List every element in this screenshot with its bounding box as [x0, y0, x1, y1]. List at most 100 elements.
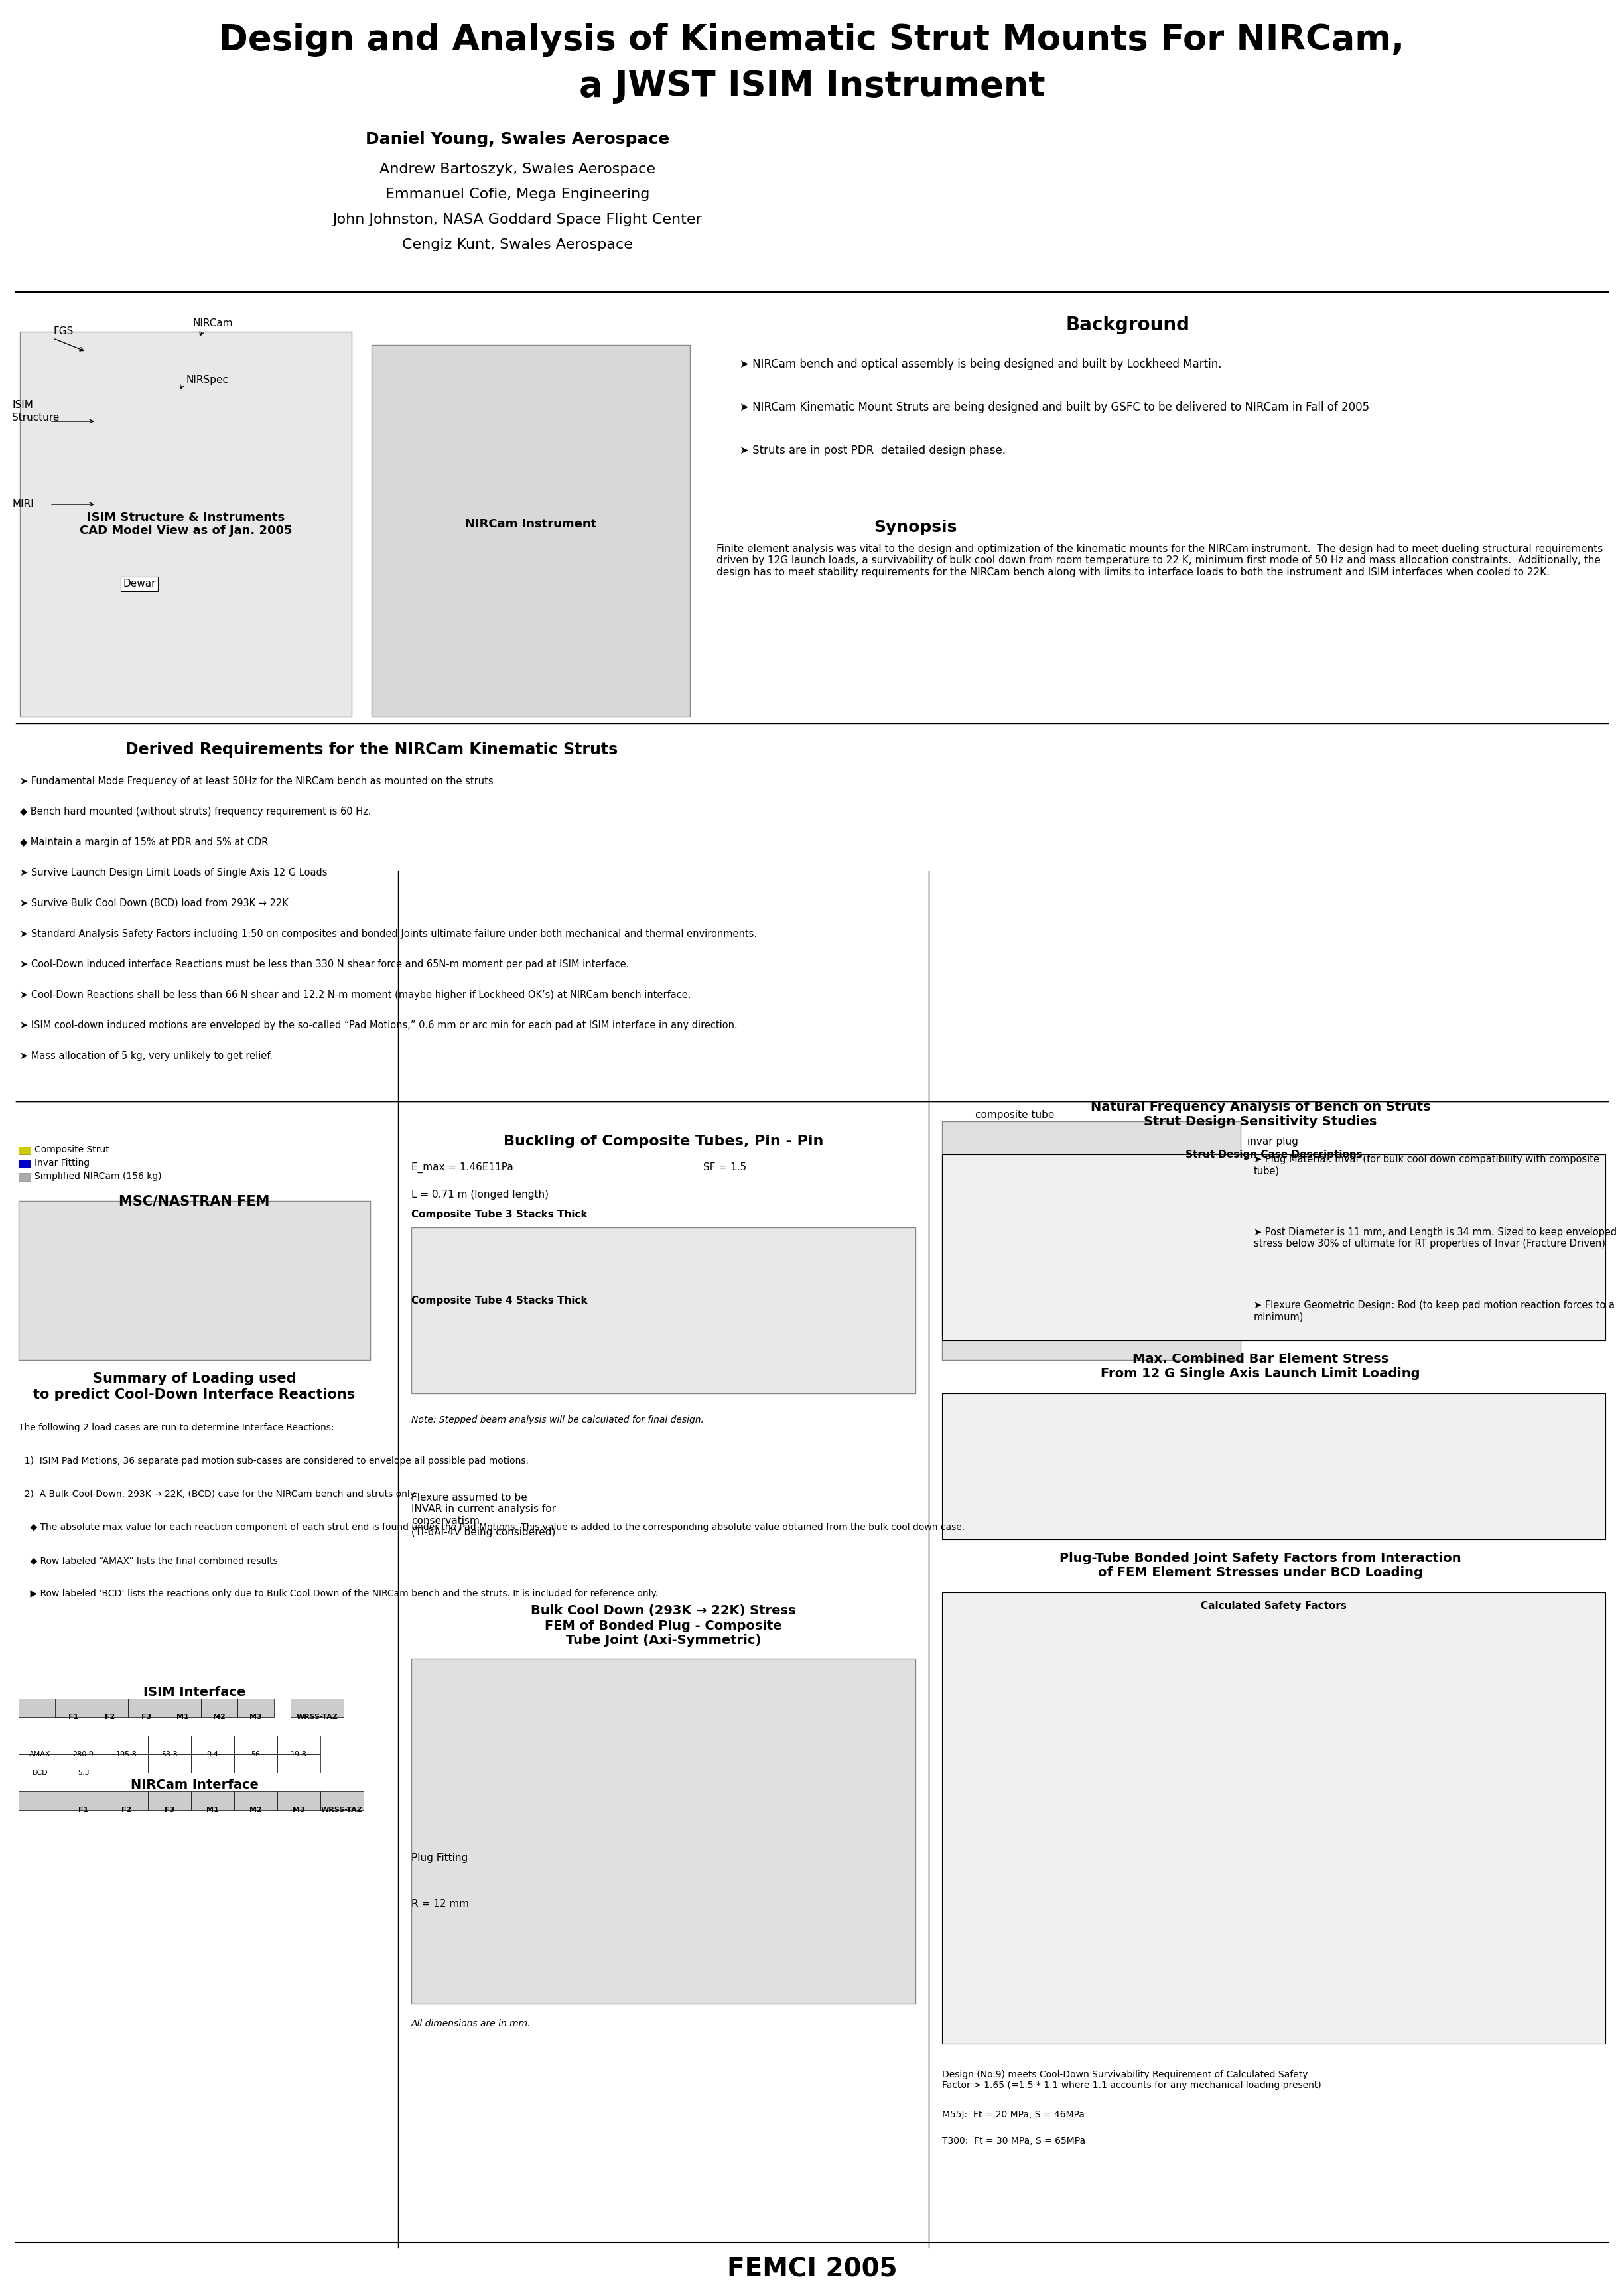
FancyBboxPatch shape	[18, 1754, 62, 1772]
Text: ➤ Survive Launch Design Limit Loads of Single Axis 12 G Loads: ➤ Survive Launch Design Limit Loads of S…	[19, 867, 328, 878]
Text: F2: F2	[122, 1807, 132, 1814]
Text: Finite element analysis was vital to the design and optimization of the kinemati: Finite element analysis was vital to the…	[716, 543, 1603, 578]
Text: ➤ Survive Bulk Cool Down (BCD) load from 293K → 22K: ➤ Survive Bulk Cool Down (BCD) load from…	[19, 899, 289, 908]
FancyBboxPatch shape	[278, 1791, 320, 1809]
Text: Design (No.9) meets Cool-Down Survivability Requirement of Calculated Safety
Fac: Design (No.9) meets Cool-Down Survivabil…	[942, 2071, 1322, 2091]
FancyBboxPatch shape	[411, 1227, 916, 1394]
Text: Flexure assumed to be
INVAR in current analysis for
conservatism
(Ti-6AI-4V bein: Flexure assumed to be INVAR in current a…	[411, 1493, 555, 1536]
Text: M55J:  Ft = 20 MPa, S = 46MPa: M55J: Ft = 20 MPa, S = 46MPa	[942, 2110, 1085, 2119]
FancyBboxPatch shape	[278, 1736, 320, 1754]
Text: ➤ ISIM cool-down induced motions are enveloped by the so-called “Pad Motions,” 0: ➤ ISIM cool-down induced motions are env…	[19, 1020, 737, 1030]
Text: ISIM Structure & Instruments
CAD Model View as of Jan. 2005: ISIM Structure & Instruments CAD Model V…	[80, 511, 292, 537]
Text: ➤ Flexure Geometric Design: Rod (to keep pad motion reaction forces to a minimum: ➤ Flexure Geometric Design: Rod (to keep…	[1254, 1300, 1614, 1323]
Text: 2)  A Bulk-Cool-Down, 293K → 22K, (BCD) case for the NIRCam bench and struts onl: 2) A Bulk-Cool-Down, 293K → 22K, (BCD) c…	[18, 1490, 417, 1500]
Text: E_max = 1.46E11Pa: E_max = 1.46E11Pa	[411, 1163, 513, 1174]
Text: John Johnston, NASA Goddard Space Flight Center: John Johnston, NASA Goddard Space Flight…	[333, 213, 702, 227]
FancyBboxPatch shape	[411, 1658, 916, 2004]
Text: 56: 56	[252, 1752, 260, 1756]
Text: ◆ The absolute max value for each reaction component of each strut end is found : ◆ The absolute max value for each reacti…	[18, 1523, 965, 1532]
Text: AMAX: AMAX	[29, 1752, 50, 1756]
FancyBboxPatch shape	[237, 1699, 274, 1717]
FancyBboxPatch shape	[18, 1791, 62, 1809]
Text: ➤ Post Diameter is 11 mm, and Length is 34 mm. Sized to keep enveloped stress be: ➤ Post Diameter is 11 mm, and Length is …	[1254, 1227, 1618, 1250]
Text: ➤ Cool-Down Reactions shall be less than 66 N shear and 12.2 N-m moment (maybe h: ➤ Cool-Down Reactions shall be less than…	[19, 991, 690, 1000]
FancyBboxPatch shape	[18, 1146, 31, 1153]
FancyBboxPatch shape	[128, 1699, 164, 1717]
Text: 53.3: 53.3	[161, 1752, 177, 1756]
FancyBboxPatch shape	[106, 1736, 148, 1754]
Text: The following 2 load cases are run to determine Interface Reactions:: The following 2 load cases are run to de…	[18, 1424, 335, 1433]
FancyBboxPatch shape	[201, 1699, 237, 1717]
Text: Calculated Safety Factors: Calculated Safety Factors	[1200, 1601, 1346, 1610]
Text: F1: F1	[78, 1807, 88, 1814]
FancyBboxPatch shape	[942, 1591, 1606, 2043]
Text: Cengiz Kunt, Swales Aerospace: Cengiz Kunt, Swales Aerospace	[403, 238, 633, 252]
Text: Derived Requirements for the NIRCam Kinematic Struts: Derived Requirements for the NIRCam Kine…	[125, 741, 617, 757]
Text: ➤ Plug Material: Invar (for bulk cool down compatibility with composite tube): ➤ Plug Material: Invar (for bulk cool do…	[1254, 1153, 1600, 1176]
Text: ➤ Cool-Down induced interface Reactions must be less than 330 N shear force and : ➤ Cool-Down induced interface Reactions …	[19, 958, 628, 970]
Text: R = 12 mm: R = 12 mm	[411, 1899, 469, 1910]
Text: Note: Stepped beam analysis will be calculated for final design.: Note: Stepped beam analysis will be calc…	[411, 1415, 703, 1424]
Text: ISIM Interface: ISIM Interface	[143, 1685, 245, 1699]
Text: Summary of Loading used
to predict Cool-Down Interface Reactions: Summary of Loading used to predict Cool-…	[34, 1371, 356, 1401]
Text: Plug Fitting: Plug Fitting	[411, 1853, 468, 1862]
Text: invar plug: invar plug	[1247, 1137, 1298, 1146]
Text: WRSS-TAZ: WRSS-TAZ	[296, 1713, 338, 1720]
FancyBboxPatch shape	[148, 1754, 192, 1772]
Text: Natural Frequency Analysis of Bench on Struts
Strut Design Sensitivity Studies: Natural Frequency Analysis of Bench on S…	[1090, 1101, 1431, 1128]
Text: NIRCam Instrument: NIRCam Instrument	[464, 518, 596, 530]
Text: 1)  ISIM Pad Motions, 36 separate pad motion sub-cases are considered to envelop: 1) ISIM Pad Motions, 36 separate pad mot…	[18, 1456, 529, 1465]
Text: Invar Fitting: Invar Fitting	[34, 1158, 89, 1167]
Text: a JWST ISIM Instrument: a JWST ISIM Instrument	[578, 69, 1046, 103]
Text: composite tube: composite tube	[974, 1110, 1054, 1119]
Text: Daniel Young, Swales Aerospace: Daniel Young, Swales Aerospace	[365, 131, 669, 147]
FancyBboxPatch shape	[91, 1699, 128, 1717]
Text: 9.4: 9.4	[206, 1752, 219, 1756]
Text: 280.9: 280.9	[73, 1752, 94, 1756]
Text: ➤ NIRCam bench and optical assembly is being designed and built by Lockheed Mart: ➤ NIRCam bench and optical assembly is b…	[739, 358, 1221, 369]
Text: F1: F1	[68, 1713, 78, 1720]
Text: Composite Tube 4 Stacks Thick: Composite Tube 4 Stacks Thick	[411, 1296, 588, 1305]
Text: NIRCam Interface: NIRCam Interface	[130, 1779, 258, 1791]
FancyBboxPatch shape	[18, 1160, 31, 1167]
FancyBboxPatch shape	[942, 1153, 1606, 1339]
FancyBboxPatch shape	[19, 332, 352, 715]
Text: Emmanuel Cofie, Mega Engineering: Emmanuel Cofie, Mega Engineering	[385, 188, 650, 202]
Text: T300:  Ft = 30 MPa, S = 65MPa: T300: Ft = 30 MPa, S = 65MPa	[942, 2137, 1085, 2146]
Text: NIRSpec: NIRSpec	[185, 374, 229, 385]
Text: ◆ Row labeled “AMAX” lists the final combined results: ◆ Row labeled “AMAX” lists the final com…	[18, 1557, 278, 1566]
Text: NIRCam: NIRCam	[192, 319, 232, 328]
Text: 19.8: 19.8	[291, 1752, 307, 1756]
Text: ➤ Fundamental Mode Frequency of at least 50Hz for the NIRCam bench as mounted on: ➤ Fundamental Mode Frequency of at least…	[19, 777, 494, 786]
Text: Strut Design Case Descriptions: Strut Design Case Descriptions	[1186, 1149, 1363, 1160]
FancyBboxPatch shape	[18, 1174, 31, 1181]
FancyBboxPatch shape	[291, 1699, 344, 1717]
FancyBboxPatch shape	[192, 1791, 234, 1809]
FancyBboxPatch shape	[372, 344, 690, 715]
Text: 5.3: 5.3	[78, 1770, 89, 1777]
Text: FEMCI 2005: FEMCI 2005	[728, 2256, 896, 2282]
FancyBboxPatch shape	[942, 1121, 1241, 1360]
FancyBboxPatch shape	[62, 1736, 106, 1754]
Text: Composite Strut: Composite Strut	[34, 1144, 109, 1153]
Text: M2: M2	[250, 1807, 261, 1814]
FancyBboxPatch shape	[18, 1736, 62, 1754]
Text: ISIM
Structure: ISIM Structure	[11, 401, 60, 422]
Text: Synopsis: Synopsis	[874, 521, 957, 537]
Text: Dewar: Dewar	[123, 578, 156, 589]
Text: Background: Background	[1065, 316, 1190, 335]
Text: All dimensions are in mm.: All dimensions are in mm.	[411, 2018, 531, 2029]
Text: Bulk Cool Down (293K → 22K) Stress
FEM of Bonded Plug - Composite
Tube Joint (Ax: Bulk Cool Down (293K → 22K) Stress FEM o…	[531, 1605, 796, 1646]
FancyBboxPatch shape	[55, 1699, 91, 1717]
Text: M3: M3	[250, 1713, 261, 1720]
Text: ➤ Mass allocation of 5 kg, very unlikely to get relief.: ➤ Mass allocation of 5 kg, very unlikely…	[19, 1050, 273, 1062]
Text: ◆ Bench hard mounted (without struts) frequency requirement is 60 Hz.: ◆ Bench hard mounted (without struts) fr…	[19, 807, 372, 816]
FancyBboxPatch shape	[278, 1754, 320, 1772]
Text: BCD: BCD	[32, 1770, 49, 1777]
FancyBboxPatch shape	[192, 1736, 234, 1754]
FancyBboxPatch shape	[320, 1791, 364, 1809]
Text: ◆ Maintain a margin of 15% at PDR and 5% at CDR: ◆ Maintain a margin of 15% at PDR and 5%…	[19, 837, 268, 848]
Text: Max. Combined Bar Element Stress
From 12 G Single Axis Launch Limit Loading: Max. Combined Bar Element Stress From 12…	[1101, 1353, 1419, 1380]
Text: Composite Tube 3 Stacks Thick: Composite Tube 3 Stacks Thick	[411, 1208, 588, 1220]
Text: L = 0.71 m (longed length): L = 0.71 m (longed length)	[411, 1190, 549, 1199]
